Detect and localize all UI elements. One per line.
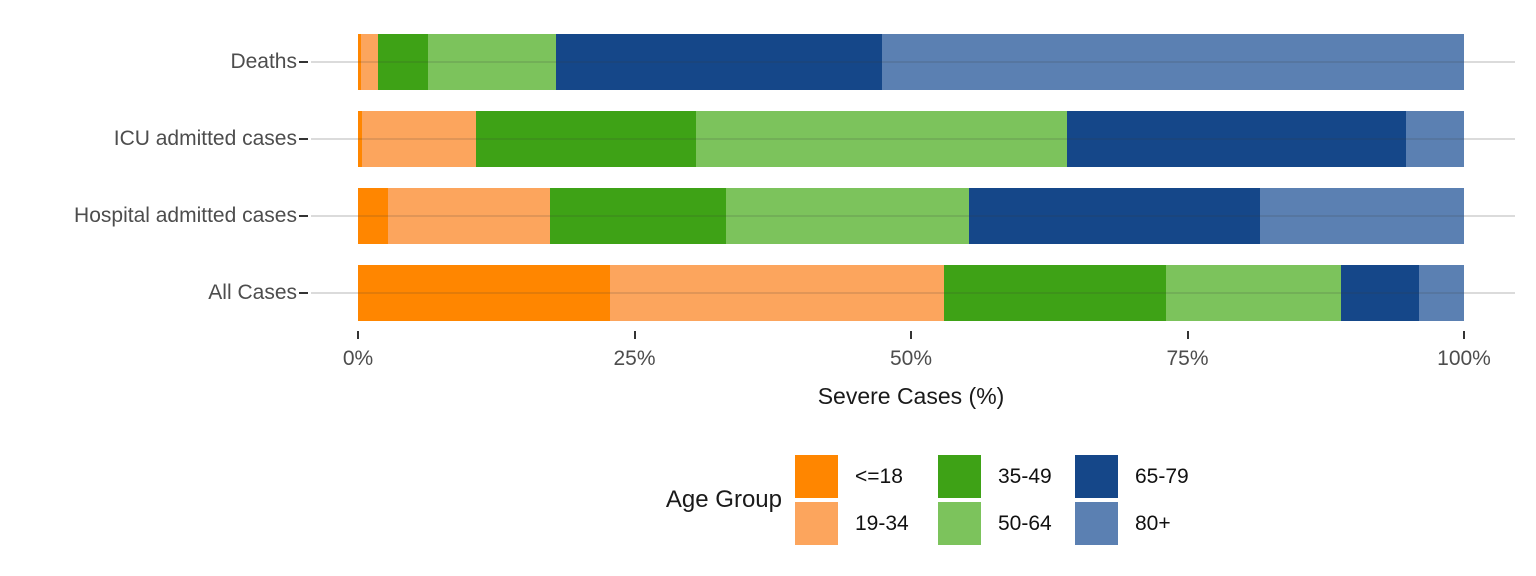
x-axis-tick [357,331,359,339]
legend-swatch [938,455,981,498]
legend-swatch [1075,502,1118,545]
gridline-overlay [358,215,1464,217]
bar-segment [1166,265,1342,321]
bar-segment [358,111,363,167]
x-axis-tick-label: 75% [1166,347,1209,370]
gridline-overlay [358,292,1464,294]
y-axis-label: Hospital admitted cases [74,204,297,227]
x-axis-tick-label: 100% [1437,347,1491,370]
legend-label: 35-49 [998,465,1052,488]
bar-segment [427,34,556,90]
x-axis-tick-label: 50% [889,347,933,370]
bar-segment [1406,111,1464,167]
legend-label: <=18 [855,465,903,488]
bar-segment [358,34,362,90]
gridline-overlay [358,138,1464,140]
bar-segment [1260,188,1464,244]
legend-label: 80+ [1135,512,1171,535]
legend-swatch [795,455,838,498]
bar-segment [696,111,1067,167]
gridline-overlay [358,61,1464,63]
bar-segment [882,34,1464,90]
bar-segment [358,188,388,244]
y-axis-label: ICU admitted cases [113,127,297,150]
bar-segment [610,265,945,321]
x-axis-tick [1463,331,1465,339]
bar-segment [1341,265,1419,321]
bar-segment [1066,111,1407,167]
bar-segment [944,265,1167,321]
bar-segment [362,111,477,167]
x-axis-tick [910,331,912,339]
bar-segment [1418,265,1464,321]
x-axis-title: Severe Cases (%) [817,383,1005,409]
y-axis-tick [299,292,308,294]
bar-segment [968,188,1261,244]
y-axis-label: All Cases [208,281,297,304]
bar-segment [377,34,428,90]
legend-label: 65-79 [1135,465,1189,488]
y-axis-tick [299,61,308,63]
bar-segment [476,111,697,167]
x-axis-tick [633,331,636,339]
legend-label: 19-34 [855,512,909,535]
bar-segment [361,34,378,90]
bar-segment [387,188,551,244]
legend-swatch [795,502,838,545]
bar-segment [550,188,727,244]
x-axis-tick-label: 0% [342,347,374,370]
y-axis-tick [299,215,308,217]
y-axis-label: Deaths [230,50,297,73]
bar-segment [358,265,611,321]
bar-segment [555,34,883,90]
x-axis-tick-label: 25% [613,347,656,370]
legend-label: 50-64 [998,512,1052,535]
y-axis-tick [299,138,308,140]
legend-swatch [938,502,981,545]
legend-title: Age Group [665,486,782,513]
x-axis-tick [1186,331,1189,339]
legend-swatch [1075,455,1118,498]
bar-segment [726,188,969,244]
